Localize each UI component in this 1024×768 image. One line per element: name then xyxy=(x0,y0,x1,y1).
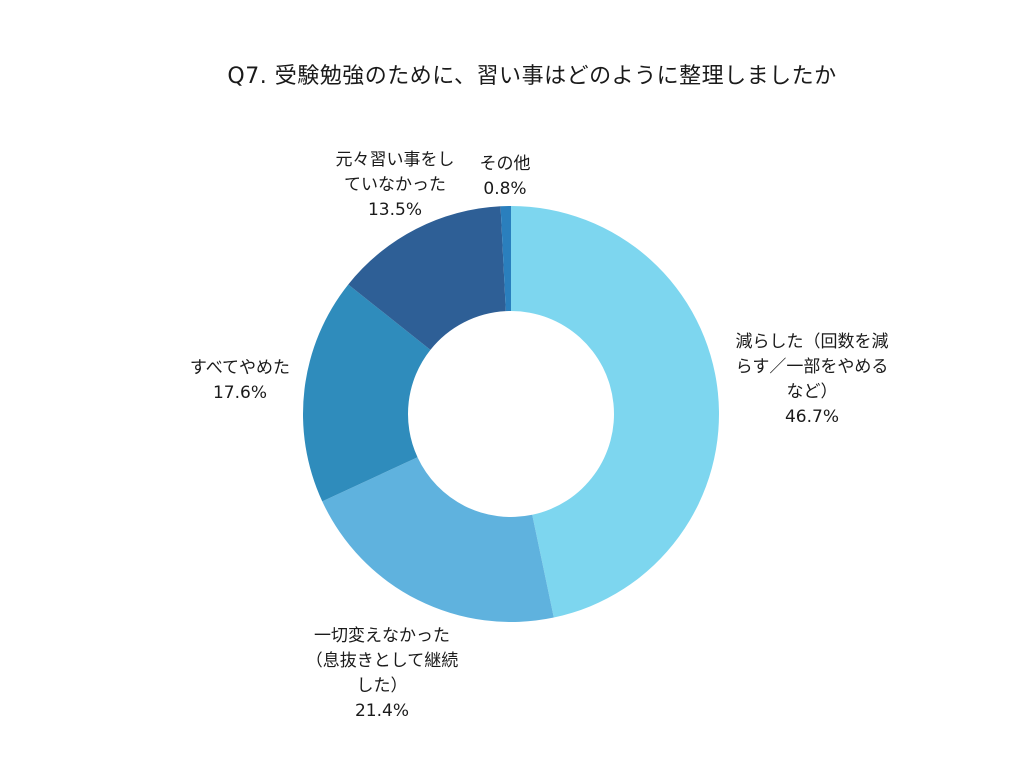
percent-label: 17.6% xyxy=(212,383,267,403)
category-label-line: すべてやめた xyxy=(189,358,291,378)
percent-label: 0.8% xyxy=(483,179,527,199)
category-label-line: らす／一部をやめる xyxy=(735,357,889,377)
slice-reduced xyxy=(511,206,719,618)
label-reduced: 減らした（回数を減 らす／一部をやめる など） 46.7% xyxy=(712,330,912,430)
category-label-line: 減らした（回数を減 xyxy=(735,332,889,352)
category-label-line: など） xyxy=(786,382,838,402)
percent-label: 21.4% xyxy=(354,701,409,721)
slice-unchanged xyxy=(322,457,554,622)
label-unchanged: 一切変えなかった （息抜きとして継続 した） 21.4% xyxy=(282,624,482,724)
slice-other xyxy=(500,206,511,312)
slice-none-originally xyxy=(348,206,506,350)
percent-label: 13.5% xyxy=(367,200,422,220)
label-other: その他 0.8% xyxy=(455,152,555,202)
category-label-line: （息抜きとして継続 xyxy=(305,651,459,671)
label-quit-all: すべてやめた 17.6% xyxy=(160,356,320,406)
label-none-originally: 元々習い事をし ていなかった 13.5% xyxy=(300,148,490,223)
category-label-line: ていなかった xyxy=(344,175,446,195)
chart-title: Q7. 受験勉強のために、習い事はどのように整理しましたか xyxy=(227,64,837,89)
category-label-line: 元々習い事をし xyxy=(335,150,455,170)
percent-label: 46.7% xyxy=(784,407,839,427)
category-label-line: その他 xyxy=(479,154,531,174)
category-label-line: 一切変えなかった xyxy=(314,626,450,646)
category-label-line: した） xyxy=(356,676,408,696)
slice-quit-all xyxy=(303,284,431,502)
